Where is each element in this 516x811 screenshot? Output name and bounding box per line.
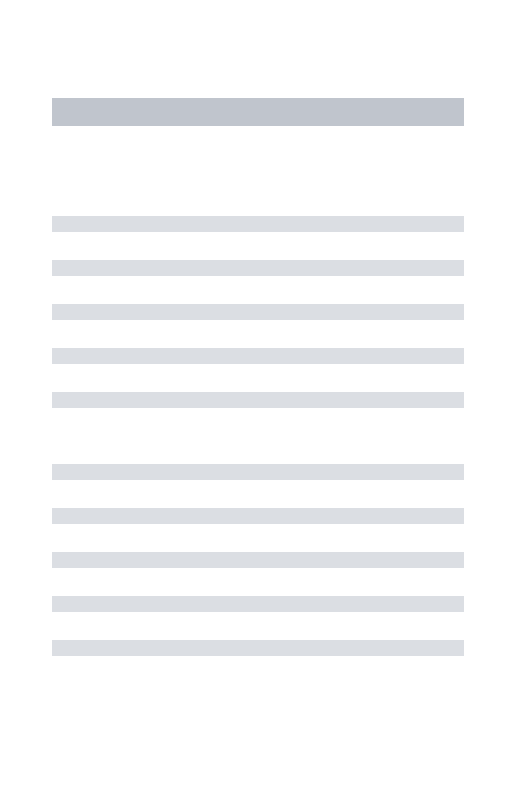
- skeleton-line: [52, 508, 464, 524]
- skeleton-line: [52, 304, 464, 320]
- skeleton-container: [0, 98, 516, 656]
- skeleton-line: [52, 216, 464, 232]
- skeleton-line: [52, 260, 464, 276]
- skeleton-line: [52, 552, 464, 568]
- skeleton-line: [52, 640, 464, 656]
- skeleton-line: [52, 596, 464, 612]
- skeleton-gap: [52, 126, 464, 216]
- skeleton-line: [52, 392, 464, 408]
- skeleton-line-group: [52, 216, 464, 408]
- skeleton-header-bar: [52, 98, 464, 126]
- skeleton-line: [52, 348, 464, 364]
- skeleton-line-group: [52, 464, 464, 656]
- skeleton-gap: [52, 408, 464, 464]
- skeleton-line: [52, 464, 464, 480]
